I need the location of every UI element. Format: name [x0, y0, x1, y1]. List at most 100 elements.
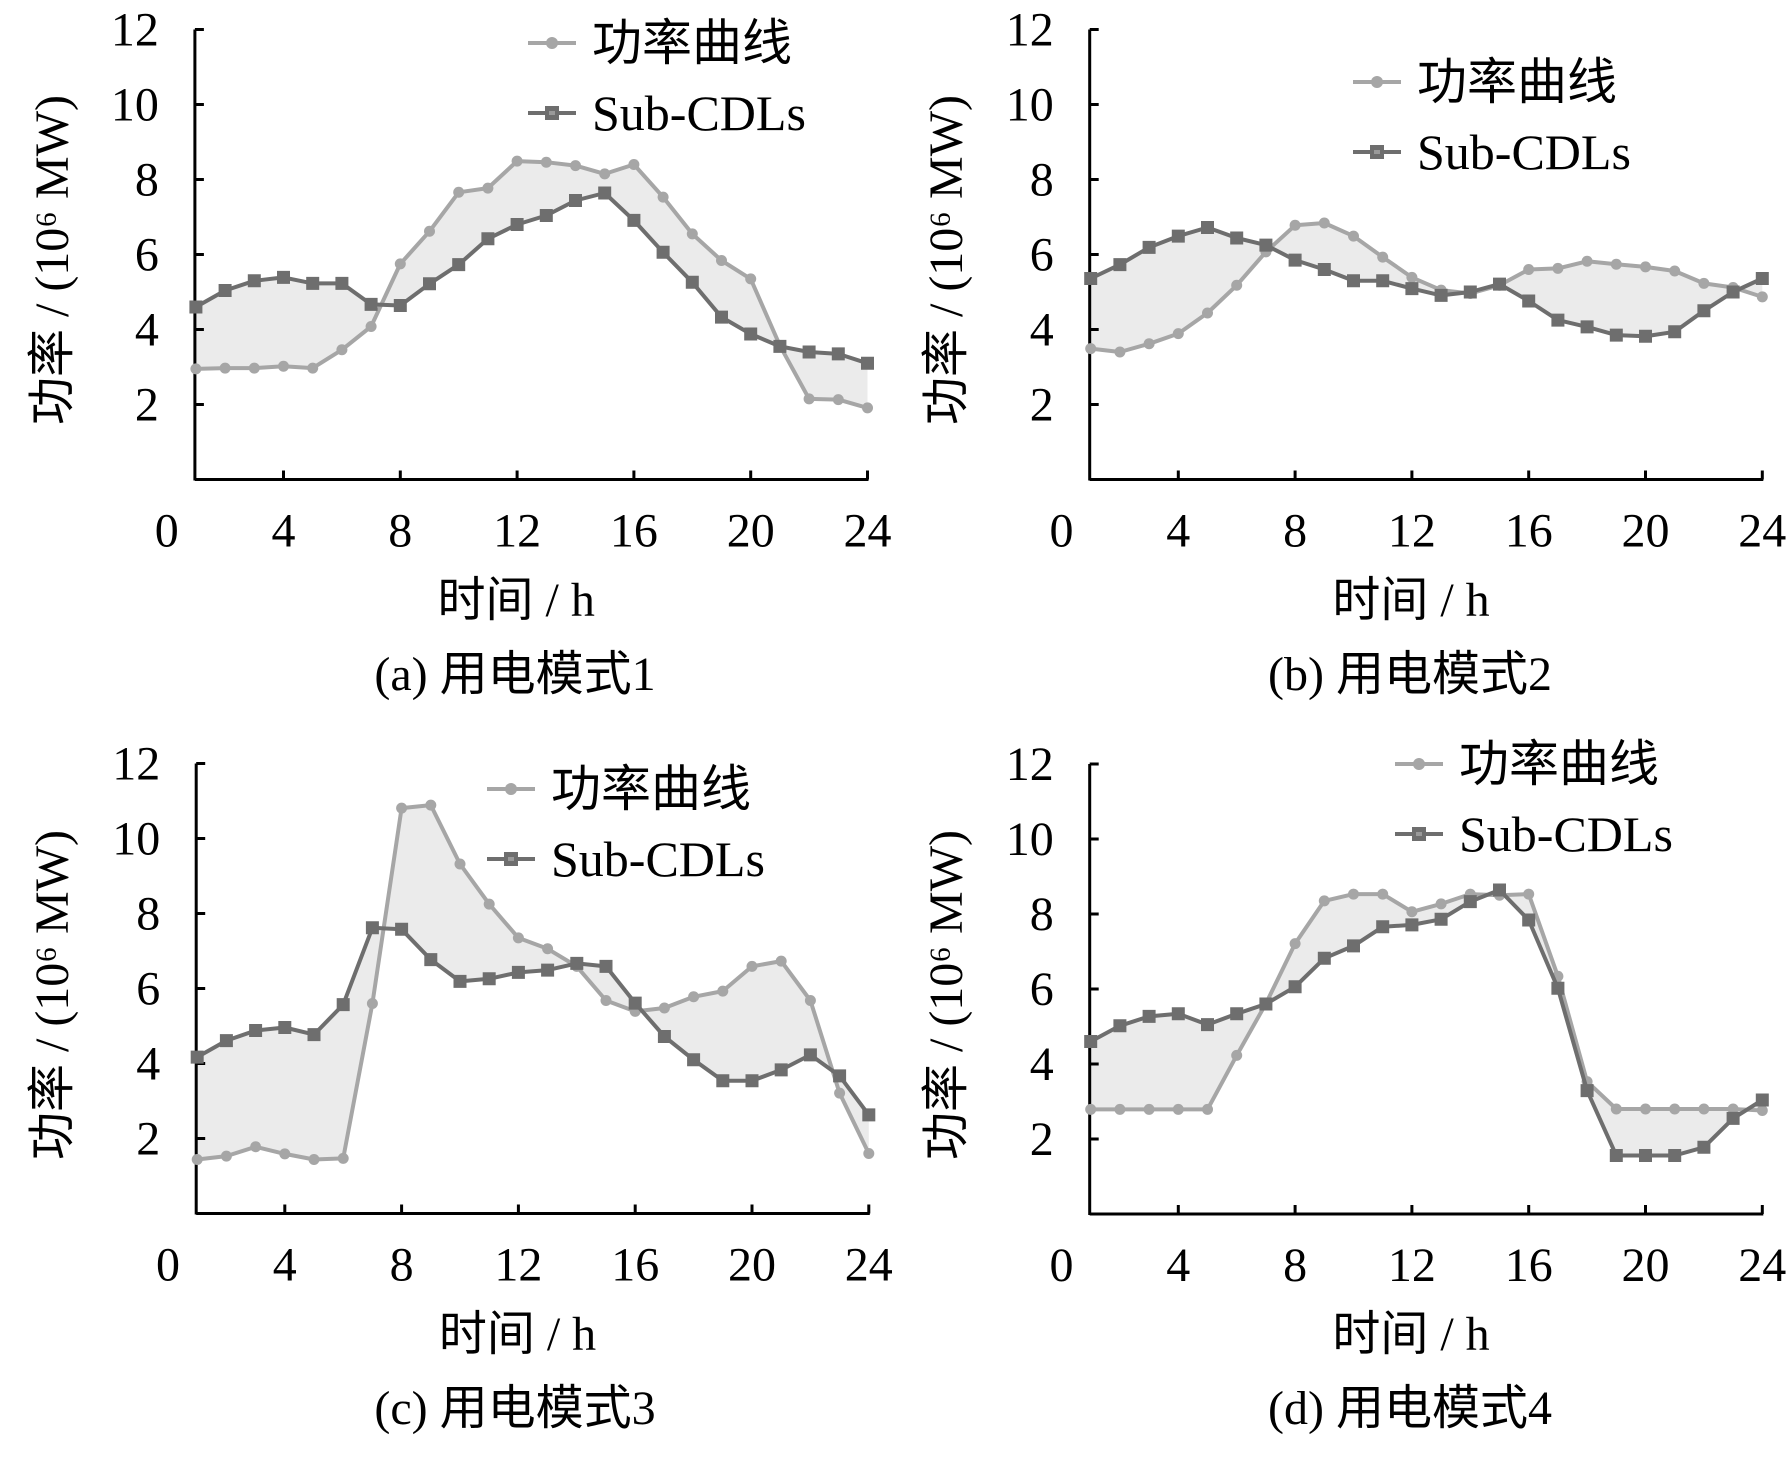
power-curve-point	[1289, 938, 1301, 950]
power-curve-point	[1143, 338, 1155, 350]
power-curve-point	[1435, 898, 1447, 910]
legend-label-power-curve: 功率曲线	[1459, 736, 1659, 792]
sub-cdls-point	[831, 347, 845, 361]
y-tick-label: 10	[111, 79, 159, 132]
power-curve-point	[1114, 346, 1126, 358]
legend-circle-marker-icon	[546, 37, 558, 49]
x-tick-label: 4	[272, 505, 296, 558]
sub-cdls-point	[628, 996, 642, 1010]
x-tick-label: 8	[1283, 1239, 1307, 1292]
sub-cdls-point	[424, 953, 438, 967]
sub-cdls-point	[1288, 980, 1302, 994]
power-curve-point	[658, 1002, 670, 1014]
power-curve-point	[307, 362, 319, 374]
panel-caption: (c) 用电模式3	[374, 1382, 655, 1435]
power-curve-point	[803, 393, 815, 405]
y-tick-label: 2	[1030, 379, 1054, 432]
sub-cdls-point	[190, 1050, 204, 1064]
sub-cdls-point	[364, 297, 378, 311]
sub-cdls-point	[219, 1034, 233, 1048]
y-tick-label: 12	[111, 4, 159, 57]
power-curve-point	[716, 255, 727, 266]
power-curve-point	[1172, 1103, 1184, 1115]
y-tick-label: 2	[135, 379, 159, 432]
power-curve-point	[746, 960, 758, 972]
sub-cdls-point	[599, 959, 613, 973]
sub-cdls-point	[1493, 883, 1506, 897]
sub-cdls-point	[1113, 1019, 1127, 1033]
power-curve-point	[1377, 251, 1389, 263]
x-tick-label: 0	[1050, 1239, 1074, 1292]
panel-caption: (b) 用电模式2	[1268, 648, 1552, 701]
power-curve-point	[424, 225, 435, 237]
power-curve-point	[511, 155, 523, 167]
power-curve-point	[394, 258, 406, 270]
sub-cdls-point	[569, 194, 582, 207]
x-tick-label: 16	[611, 1239, 659, 1292]
legend-circle-marker-icon	[505, 783, 517, 795]
sub-cdls-point	[1522, 294, 1536, 308]
y-axis-title: 功率 / (10⁶ MW)	[26, 95, 79, 425]
legend-label-power-curve: 功率曲线	[592, 15, 792, 71]
sub-cdls-point	[1201, 221, 1214, 234]
power-curve-point	[1289, 219, 1301, 231]
sub-cdls-point	[861, 356, 874, 370]
power-curve-point	[1202, 307, 1213, 319]
power-curve-point	[1318, 895, 1330, 907]
power-curve-point	[1669, 265, 1681, 277]
sub-cdls-point	[716, 1074, 730, 1088]
power-curve-point	[1640, 1103, 1651, 1115]
sub-cdls-point	[307, 1028, 321, 1042]
sub-cdls-point	[1084, 272, 1098, 285]
power-curve-point	[308, 1154, 320, 1165]
power-curve-point	[482, 182, 494, 194]
power-curve-point	[512, 932, 524, 944]
power-curve-point	[717, 985, 729, 997]
sub-cdls-point	[453, 974, 467, 988]
y-tick-label: 4	[136, 1038, 160, 1091]
power-curve-point	[1202, 1103, 1213, 1115]
power-curve-point	[1231, 279, 1243, 291]
x-tick-label: 20	[728, 1239, 776, 1292]
y-tick-label: 12	[1006, 738, 1054, 791]
legend-label-sub-cdls: Sub-CDLs	[592, 85, 806, 141]
x-tick-label: 4	[1166, 505, 1190, 558]
power-curve-point	[1610, 258, 1622, 270]
sub-cdls-point	[656, 245, 670, 259]
x-tick-label: 24	[844, 505, 892, 558]
y-tick-label: 4	[135, 304, 159, 357]
sub-cdls-point	[598, 186, 612, 200]
power-curve-point	[832, 394, 844, 406]
sub-cdls-point	[1376, 274, 1390, 288]
y-tick-label: 2	[136, 1113, 160, 1166]
x-tick-label: 0	[1050, 505, 1074, 558]
x-tick-label: 8	[390, 1239, 414, 1292]
sub-cdls-point	[277, 270, 290, 284]
power-curve-point	[686, 228, 698, 240]
sub-cdls-point	[218, 284, 232, 297]
sub-cdls-point	[1493, 277, 1506, 291]
sub-cdls-point	[510, 218, 524, 231]
power-curve-point	[336, 344, 348, 356]
sub-cdls-point	[1668, 325, 1682, 339]
power-curve-point	[1756, 291, 1768, 303]
fill-between-area	[195, 161, 868, 408]
sub-cdls-point	[657, 1030, 671, 1043]
power-curve-point	[1085, 1103, 1097, 1115]
sub-cdls-point	[452, 258, 466, 272]
sub-cdls-point	[1317, 263, 1331, 276]
y-tick-label: 6	[136, 963, 160, 1016]
power-curve-point	[834, 1087, 846, 1099]
power-curve-point	[191, 1154, 203, 1165]
sub-cdls-point	[1288, 253, 1302, 267]
sub-cdls-point	[1580, 320, 1594, 334]
y-tick-label: 8	[136, 888, 160, 941]
power-curve-point	[863, 1148, 875, 1159]
power-curve-point	[1406, 906, 1418, 918]
x-tick-label: 24	[1738, 505, 1786, 558]
sub-cdls-point	[803, 1048, 817, 1062]
x-tick-label: 16	[1505, 505, 1553, 558]
sub-cdls-point	[365, 921, 379, 935]
x-tick-label: 0	[156, 1239, 180, 1292]
